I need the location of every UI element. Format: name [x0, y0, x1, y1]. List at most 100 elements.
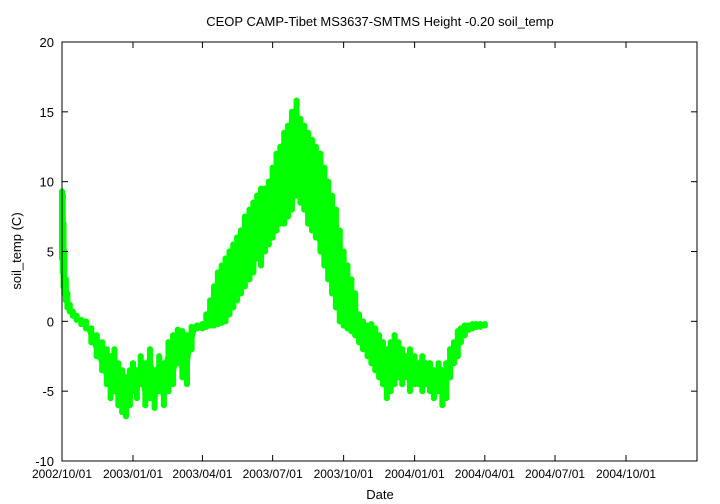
data-point-max [379, 339, 386, 346]
data-point-min [447, 374, 454, 381]
data-point-min [372, 367, 379, 374]
data-point-min [222, 318, 229, 325]
data-point-max [312, 143, 319, 150]
y-tick-label: 10 [40, 175, 54, 190]
data-point-max [82, 318, 89, 325]
data-point-max [443, 360, 450, 367]
data-point-min [364, 353, 371, 360]
data-point-min [454, 353, 461, 360]
data-point-max [160, 360, 167, 367]
data-point-min [62, 297, 69, 304]
data-point-min [352, 332, 359, 339]
data-point-max [325, 178, 332, 185]
data-point-min [427, 388, 434, 395]
data-point-max [107, 353, 114, 360]
data-point-min [99, 367, 106, 374]
data-point-max [321, 164, 328, 171]
data-point-max [317, 150, 324, 157]
data-point-min [241, 283, 248, 290]
data-point-min [383, 395, 390, 402]
data-point-max [203, 311, 210, 318]
data-point-min [73, 316, 80, 323]
data-point-max [359, 318, 366, 325]
data-point-max [60, 220, 67, 227]
data-point-min [60, 283, 67, 290]
data-point-min [82, 325, 89, 332]
x-axis: 2002/10/01 2003/01/01 2003/04/01 2003/07/01… [32, 42, 656, 481]
data-point-min [151, 404, 158, 411]
data-point-max [305, 129, 312, 136]
data-point-min [183, 381, 190, 388]
data-point-min [137, 381, 144, 388]
data-point-max [73, 312, 80, 319]
data-point-max [415, 360, 422, 367]
y-axis: -10 -5 0 5 10 15 20 [35, 35, 697, 469]
data-point-min [93, 353, 100, 360]
data-point-min [188, 346, 195, 353]
y-axis-label: soil_temp (C) [9, 212, 24, 289]
data-point-max [336, 227, 343, 234]
data-point-max [329, 192, 336, 199]
data-point-max [210, 283, 217, 290]
x-tick-label: 2003/07/01 [243, 467, 303, 481]
data-point-min [321, 262, 328, 269]
data-point-max [103, 346, 110, 353]
data-point-max [368, 321, 375, 328]
data-point-min [133, 395, 140, 402]
data-point-min [129, 388, 136, 395]
data-point-min [179, 374, 186, 381]
data-point-min [379, 381, 386, 388]
data-point-max [179, 328, 186, 335]
data-point-max [297, 115, 304, 122]
data-point-min [312, 234, 319, 241]
data-point-min [123, 413, 130, 420]
data-point-max [119, 367, 126, 374]
data-point-min [406, 388, 413, 395]
data-point-max [391, 332, 398, 339]
data-point-min [481, 322, 488, 329]
data-point-min [308, 227, 315, 234]
data-point-min [160, 402, 167, 409]
y-tick-label: 5 [47, 245, 54, 260]
data-point-min [305, 220, 312, 227]
data-point-max [403, 353, 410, 360]
y-tick-label: 15 [40, 105, 54, 120]
x-tick-label: 2004/10/01 [596, 467, 656, 481]
data-point-max [183, 332, 190, 339]
data-point-max [174, 326, 181, 333]
data-point-max [439, 367, 446, 374]
data-point-max [269, 164, 276, 171]
data-point-max [230, 241, 237, 248]
data-point-max [387, 339, 394, 346]
data-point-min [288, 206, 295, 213]
data-point-max [222, 255, 229, 262]
data-point-min [281, 220, 288, 227]
data-point-min [297, 199, 304, 206]
data-point-min [336, 318, 343, 325]
data-point-min [403, 374, 410, 381]
y-tick-label: 20 [40, 35, 54, 50]
data-point-max [435, 360, 442, 367]
data-point-max [383, 346, 390, 353]
data-point-max [226, 248, 233, 255]
data-point-max [234, 234, 241, 241]
x-tick-label: 2004/01/01 [385, 467, 445, 481]
data-point-max [332, 206, 339, 213]
data-point-min [238, 290, 245, 297]
data-point-min [258, 262, 265, 269]
data-point-max [288, 108, 295, 115]
data-point-max [411, 353, 418, 360]
data-point-min [443, 395, 450, 402]
data-point-max [214, 269, 221, 276]
data-point-max [348, 276, 355, 283]
x-tick-label: 2002/10/01 [32, 467, 92, 481]
data-band-segment [191, 325, 198, 350]
data-point-min [234, 297, 241, 304]
data-point-min [317, 248, 324, 255]
data-point-min [115, 402, 122, 409]
data-point-min [170, 381, 177, 388]
data-layer [59, 97, 488, 420]
data-point-max [293, 97, 300, 104]
data-point-max [277, 143, 284, 150]
